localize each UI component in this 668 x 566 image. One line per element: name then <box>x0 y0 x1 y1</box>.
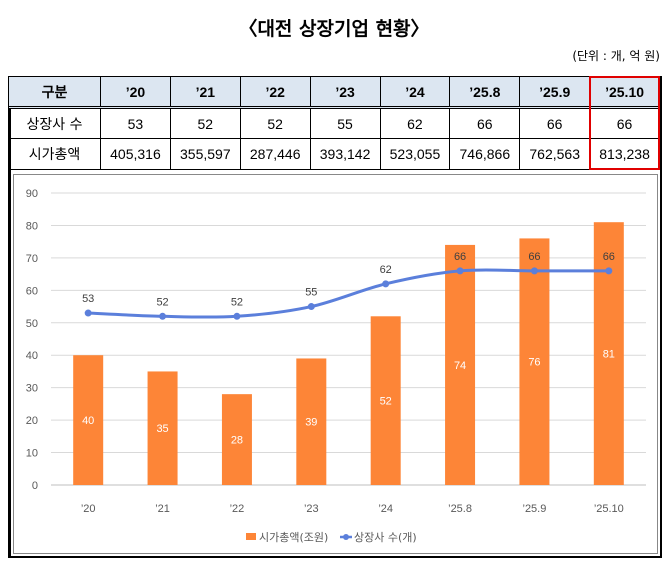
bar <box>445 244 476 485</box>
table-row: 상장사 수 53 52 52 55 62 66 66 66 <box>8 107 660 139</box>
line-point <box>456 267 464 275</box>
column-header: ’24 <box>379 76 451 109</box>
bar-data-label: 40 <box>82 415 94 427</box>
table-cell: 287,446 <box>239 138 311 170</box>
line-data-label: 66 <box>454 251 466 263</box>
legend-label: 상장사 수(개) <box>354 531 417 544</box>
column-header: ’23 <box>309 76 381 109</box>
column-header: ’22 <box>239 76 311 109</box>
table-cell: 55 <box>309 107 381 139</box>
table-cell: 66 <box>519 107 591 139</box>
column-header: ’21 <box>169 76 241 109</box>
bar-data-label: 76 <box>528 357 540 369</box>
table-row: 시가총액 405,316 355,597 287,446 393,142 523,055 7… <box>8 138 660 170</box>
x-tick-label: ’25.8 <box>448 503 472 515</box>
x-tick-label: ’22 <box>230 503 245 515</box>
highlight-box <box>589 76 660 170</box>
bar <box>221 394 252 485</box>
bar-data-label: 39 <box>305 417 317 429</box>
x-tick-label: ’23 <box>304 503 319 515</box>
x-tick-label: ’25.10 <box>594 503 624 515</box>
bar <box>519 238 550 485</box>
line-point <box>84 309 92 317</box>
table-cell: 53 <box>100 107 171 139</box>
table-cell: 523,055 <box>379 138 451 170</box>
line-point <box>605 267 613 275</box>
line-data-label: 53 <box>82 293 94 305</box>
chart-area <box>13 174 658 554</box>
line-data-label: 55 <box>305 287 317 299</box>
line-series <box>88 268 609 319</box>
y-tick-label: 40 <box>26 350 38 362</box>
table-cell: 762,563 <box>519 138 591 170</box>
y-tick-label: 10 <box>26 448 38 460</box>
page-title: 〈대전 상장기업 현황〉 <box>238 18 430 40</box>
legend-swatch-bar <box>246 533 256 540</box>
y-tick-label: 80 <box>26 220 38 232</box>
line-point <box>233 312 241 320</box>
row-label: 시가총액 <box>8 138 101 170</box>
legend-marker <box>343 534 349 540</box>
bar <box>73 355 104 485</box>
table-cell: 813,238 <box>589 138 660 170</box>
table-cell: 62 <box>379 107 451 139</box>
bar-data-label: 74 <box>454 360 466 372</box>
line-data-label: 66 <box>528 251 540 263</box>
bar-data-label: 35 <box>156 423 168 435</box>
y-tick-label: 70 <box>26 253 38 265</box>
bar-data-label: 28 <box>231 435 243 447</box>
column-header: ’25.8 <box>449 76 521 109</box>
line-point <box>307 303 315 311</box>
x-tick-label: ’24 <box>378 503 393 515</box>
line-point <box>530 267 538 275</box>
y-tick-label: 20 <box>26 415 38 427</box>
y-tick-label: 60 <box>26 285 38 297</box>
table-cell: 746,866 <box>449 138 521 170</box>
header-row: 구분 ’20’21’22’23’24’25.8’25.9’25.10 <box>8 76 660 109</box>
x-tick-label: ’25.9 <box>523 503 547 515</box>
y-tick-label: 0 <box>32 480 38 492</box>
bar <box>593 222 624 485</box>
y-tick-label: 30 <box>26 383 38 395</box>
bar-data-label: 52 <box>380 396 392 408</box>
table-cell: 355,597 <box>169 138 241 170</box>
line-data-label: 62 <box>380 264 392 276</box>
column-header: ’20 <box>100 76 171 109</box>
column-header: ’25.9 <box>519 76 591 109</box>
unit-label: (단위 : 개, 억 원) <box>572 49 660 63</box>
y-tick-label: 50 <box>26 318 38 330</box>
bar-data-label: 81 <box>603 349 615 361</box>
column-header: ’25.10 <box>589 76 660 109</box>
bar <box>147 371 178 485</box>
line-point <box>382 280 390 288</box>
y-tick-label: 90 <box>26 188 38 200</box>
bar <box>296 358 327 485</box>
column-header: 구분 <box>8 76 101 109</box>
x-tick-label: ’21 <box>155 503 170 515</box>
line-data-label: 52 <box>156 296 168 308</box>
legend-label: 시가총액(조원) <box>259 531 328 544</box>
x-tick-label: ’20 <box>81 503 96 515</box>
bar <box>370 316 401 485</box>
table-cell: 393,142 <box>309 138 381 170</box>
line-data-label: 66 <box>603 251 615 263</box>
line-data-label: 52 <box>231 296 243 308</box>
line-point <box>159 312 167 320</box>
table-cell: 405,316 <box>100 138 171 170</box>
